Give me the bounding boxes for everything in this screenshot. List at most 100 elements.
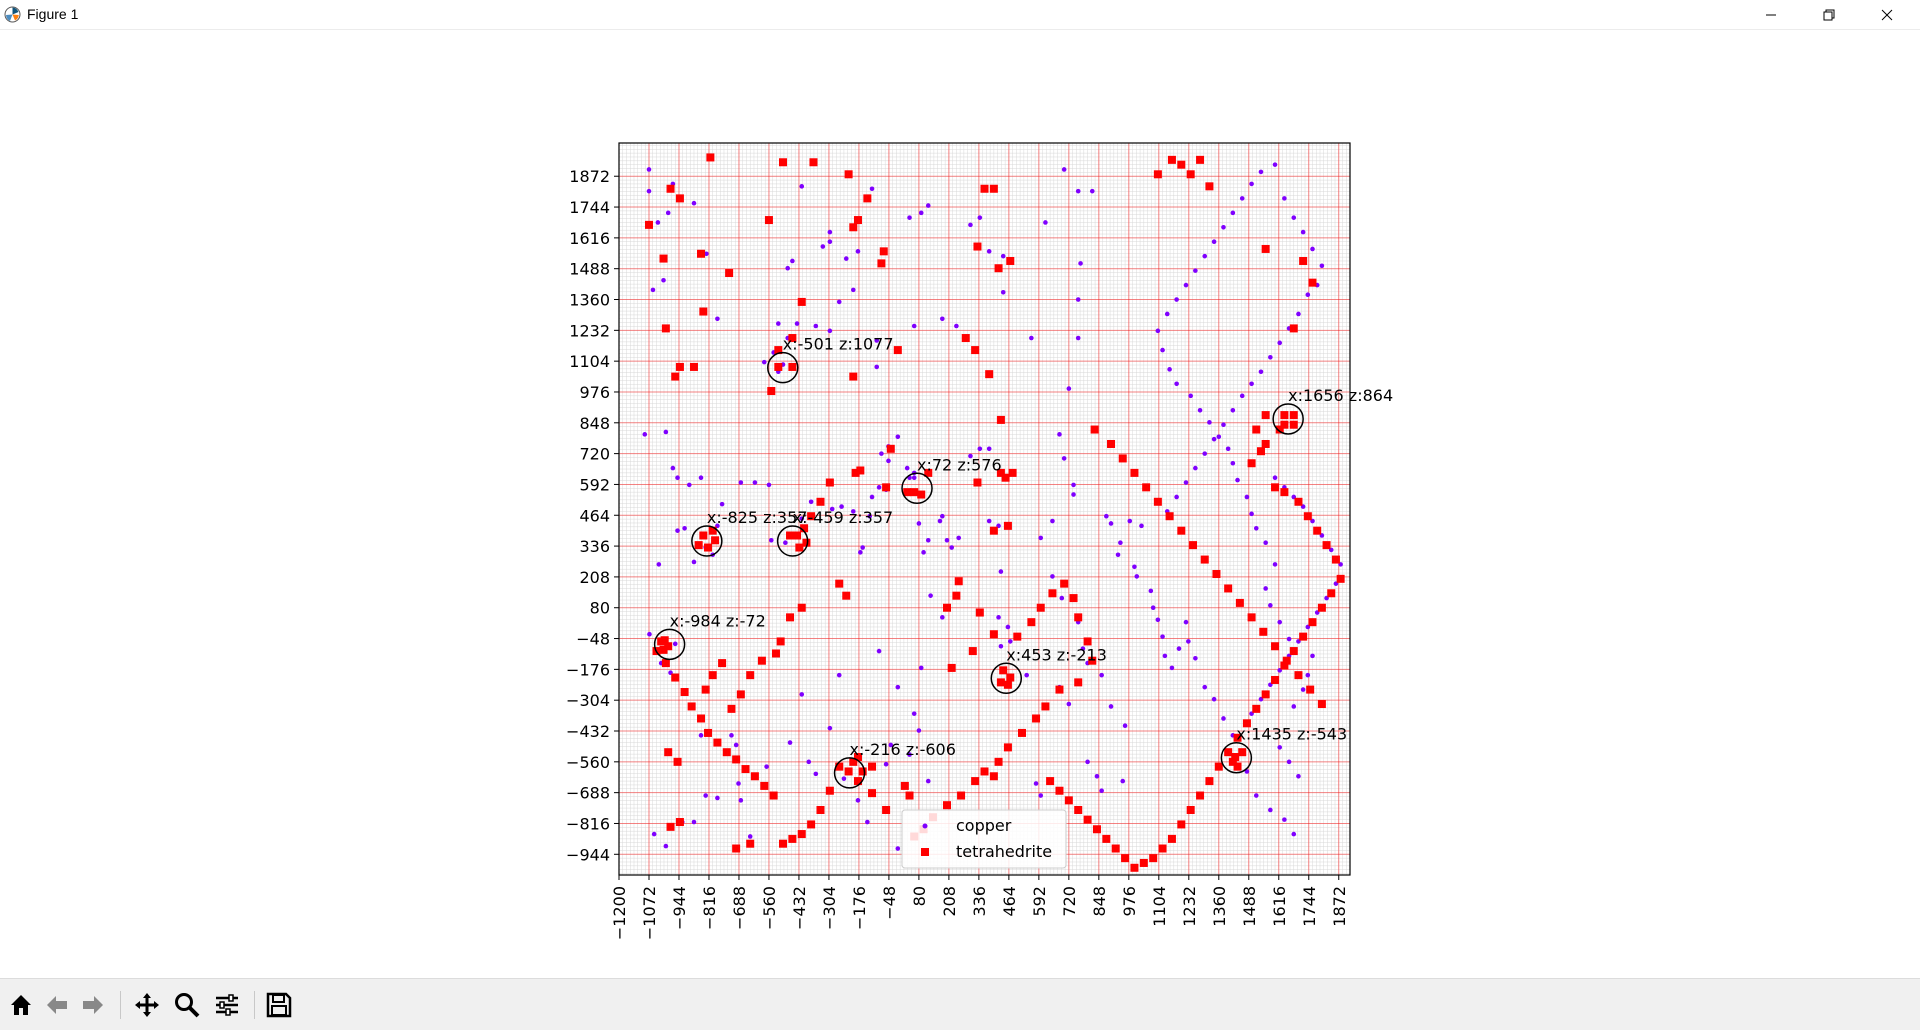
copper-point (869, 186, 875, 192)
minor-grid (618, 143, 1351, 875)
minimize-button[interactable] (1742, 0, 1800, 29)
copper-point (1134, 574, 1140, 579)
zoom-button[interactable] (170, 989, 204, 1021)
tetrahedrite-point (1261, 690, 1270, 699)
y-tick-label: −560 (566, 753, 610, 772)
tetrahedrite-point (1235, 598, 1244, 607)
copper-point (895, 434, 901, 440)
copper-point (968, 453, 973, 459)
y-tick-label: 1104 (569, 352, 610, 371)
tetrahedrite-point (1280, 411, 1289, 420)
back-button[interactable] (40, 989, 74, 1021)
figure-canvas[interactable]: x:-501 z:1077 x:1656 z:864 x:72 z:576 x:-82… (0, 30, 1920, 978)
tetrahedrite-point (797, 603, 806, 612)
home-button[interactable] (4, 989, 38, 1021)
x-tick-label: 848 (1090, 886, 1109, 917)
copper-point (1183, 282, 1189, 288)
restore-button[interactable] (1800, 0, 1858, 29)
toolbar-separator (120, 991, 121, 1019)
copper-point (1277, 745, 1283, 750)
tetrahedrite-point (802, 538, 811, 547)
tetrahedrite-point (779, 839, 788, 848)
tetrahedrite-point (699, 531, 708, 540)
copper-point (827, 328, 833, 334)
tetrahedrite-point (680, 688, 689, 696)
y-tick-label: 848 (579, 414, 610, 433)
copper-point (907, 752, 912, 757)
tetrahedrite-point (882, 483, 891, 492)
tetrahedrite-point (1130, 468, 1139, 477)
x-tick-label: 720 (1060, 886, 1079, 917)
x-axis: −1200 −1072 −944 −816 −688 −560 −432 −304 −176 −4… (610, 875, 1349, 940)
copper-point (783, 540, 788, 546)
tetrahedrite-point (816, 497, 825, 506)
copper-point (1132, 564, 1137, 570)
tetrahedrite-point (1107, 439, 1116, 448)
y-tick-label: −944 (566, 845, 610, 864)
annotation-label: x:-501 z:1077 (783, 335, 894, 354)
copper-point (1221, 224, 1226, 230)
tetrahedrite-point (943, 603, 952, 612)
tetrahedrite-point (788, 334, 797, 343)
tetrahedrite-point (1252, 425, 1261, 434)
configure-subplots-button[interactable] (210, 989, 244, 1021)
copper-point (986, 249, 992, 254)
copper-point (799, 692, 805, 697)
save-button[interactable] (262, 989, 296, 1021)
copper-point (1155, 328, 1161, 334)
tetrahedrite-point (968, 647, 977, 656)
copper-point (1007, 639, 1013, 644)
annotation-label: x:-216 z:-606 (850, 740, 956, 759)
copper-point (839, 504, 844, 509)
copper-point (1249, 511, 1254, 517)
tetrahedrite-point (961, 334, 970, 343)
copper-point (918, 665, 924, 671)
close-icon (1881, 9, 1893, 20)
copper-point (1268, 603, 1273, 608)
copper-point (1066, 701, 1072, 707)
legend-box (901, 809, 1067, 869)
copper-point (1071, 492, 1076, 497)
copper-point (1108, 704, 1114, 709)
tetrahedrite-point (673, 757, 682, 766)
annotation-circle (691, 525, 723, 557)
tetrahedrite-point (849, 223, 858, 232)
forward-button[interactable] (76, 989, 110, 1021)
copper-point (1061, 167, 1067, 172)
annotations: x:-501 z:1077 x:1656 z:864 x:72 z:576 x:-82… (653, 335, 1393, 789)
copper-point (996, 615, 1001, 620)
tetrahedrite-point (1212, 570, 1221, 579)
legend-tetrahedrite-label: tetrahedrite (956, 842, 1052, 861)
annotation-circle (653, 628, 686, 661)
copper-point (925, 203, 931, 208)
copper-point (1216, 434, 1222, 440)
copper-point (1075, 297, 1081, 302)
copper-point (1230, 407, 1236, 413)
tetrahedrite-point (704, 543, 713, 552)
copper-point (651, 831, 657, 837)
copper-point (1186, 639, 1191, 644)
x-tick-label: 1488 (1240, 886, 1259, 927)
tetrahedrite-point (708, 671, 717, 680)
pan-button[interactable] (130, 989, 164, 1021)
copper-point (876, 485, 882, 490)
tetrahedrite-point (1317, 603, 1326, 612)
copper-point (888, 742, 894, 748)
tetrahedrite-point (868, 762, 877, 771)
copper-point (656, 562, 662, 567)
copper-point (1193, 655, 1198, 661)
tetrahedrite-point (1205, 182, 1214, 191)
copper-point (1286, 636, 1292, 642)
copper-point (876, 648, 882, 654)
tetrahedrite-point (1013, 632, 1022, 641)
copper-point (1127, 518, 1133, 524)
copper-point (736, 781, 741, 786)
y-tick-label: 1488 (569, 260, 610, 279)
tetrahedrite-point (687, 702, 696, 711)
copper-point (663, 429, 669, 435)
copper-point (738, 480, 744, 485)
tetrahedrite-point (1083, 815, 1092, 824)
close-button[interactable] (1858, 0, 1916, 29)
copper-point (925, 778, 931, 784)
tetrahedrite-point (1046, 777, 1055, 786)
